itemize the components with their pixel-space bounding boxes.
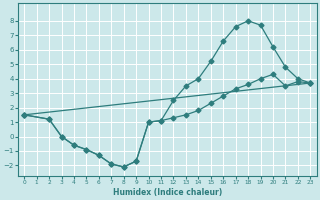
- X-axis label: Humidex (Indice chaleur): Humidex (Indice chaleur): [113, 188, 222, 197]
